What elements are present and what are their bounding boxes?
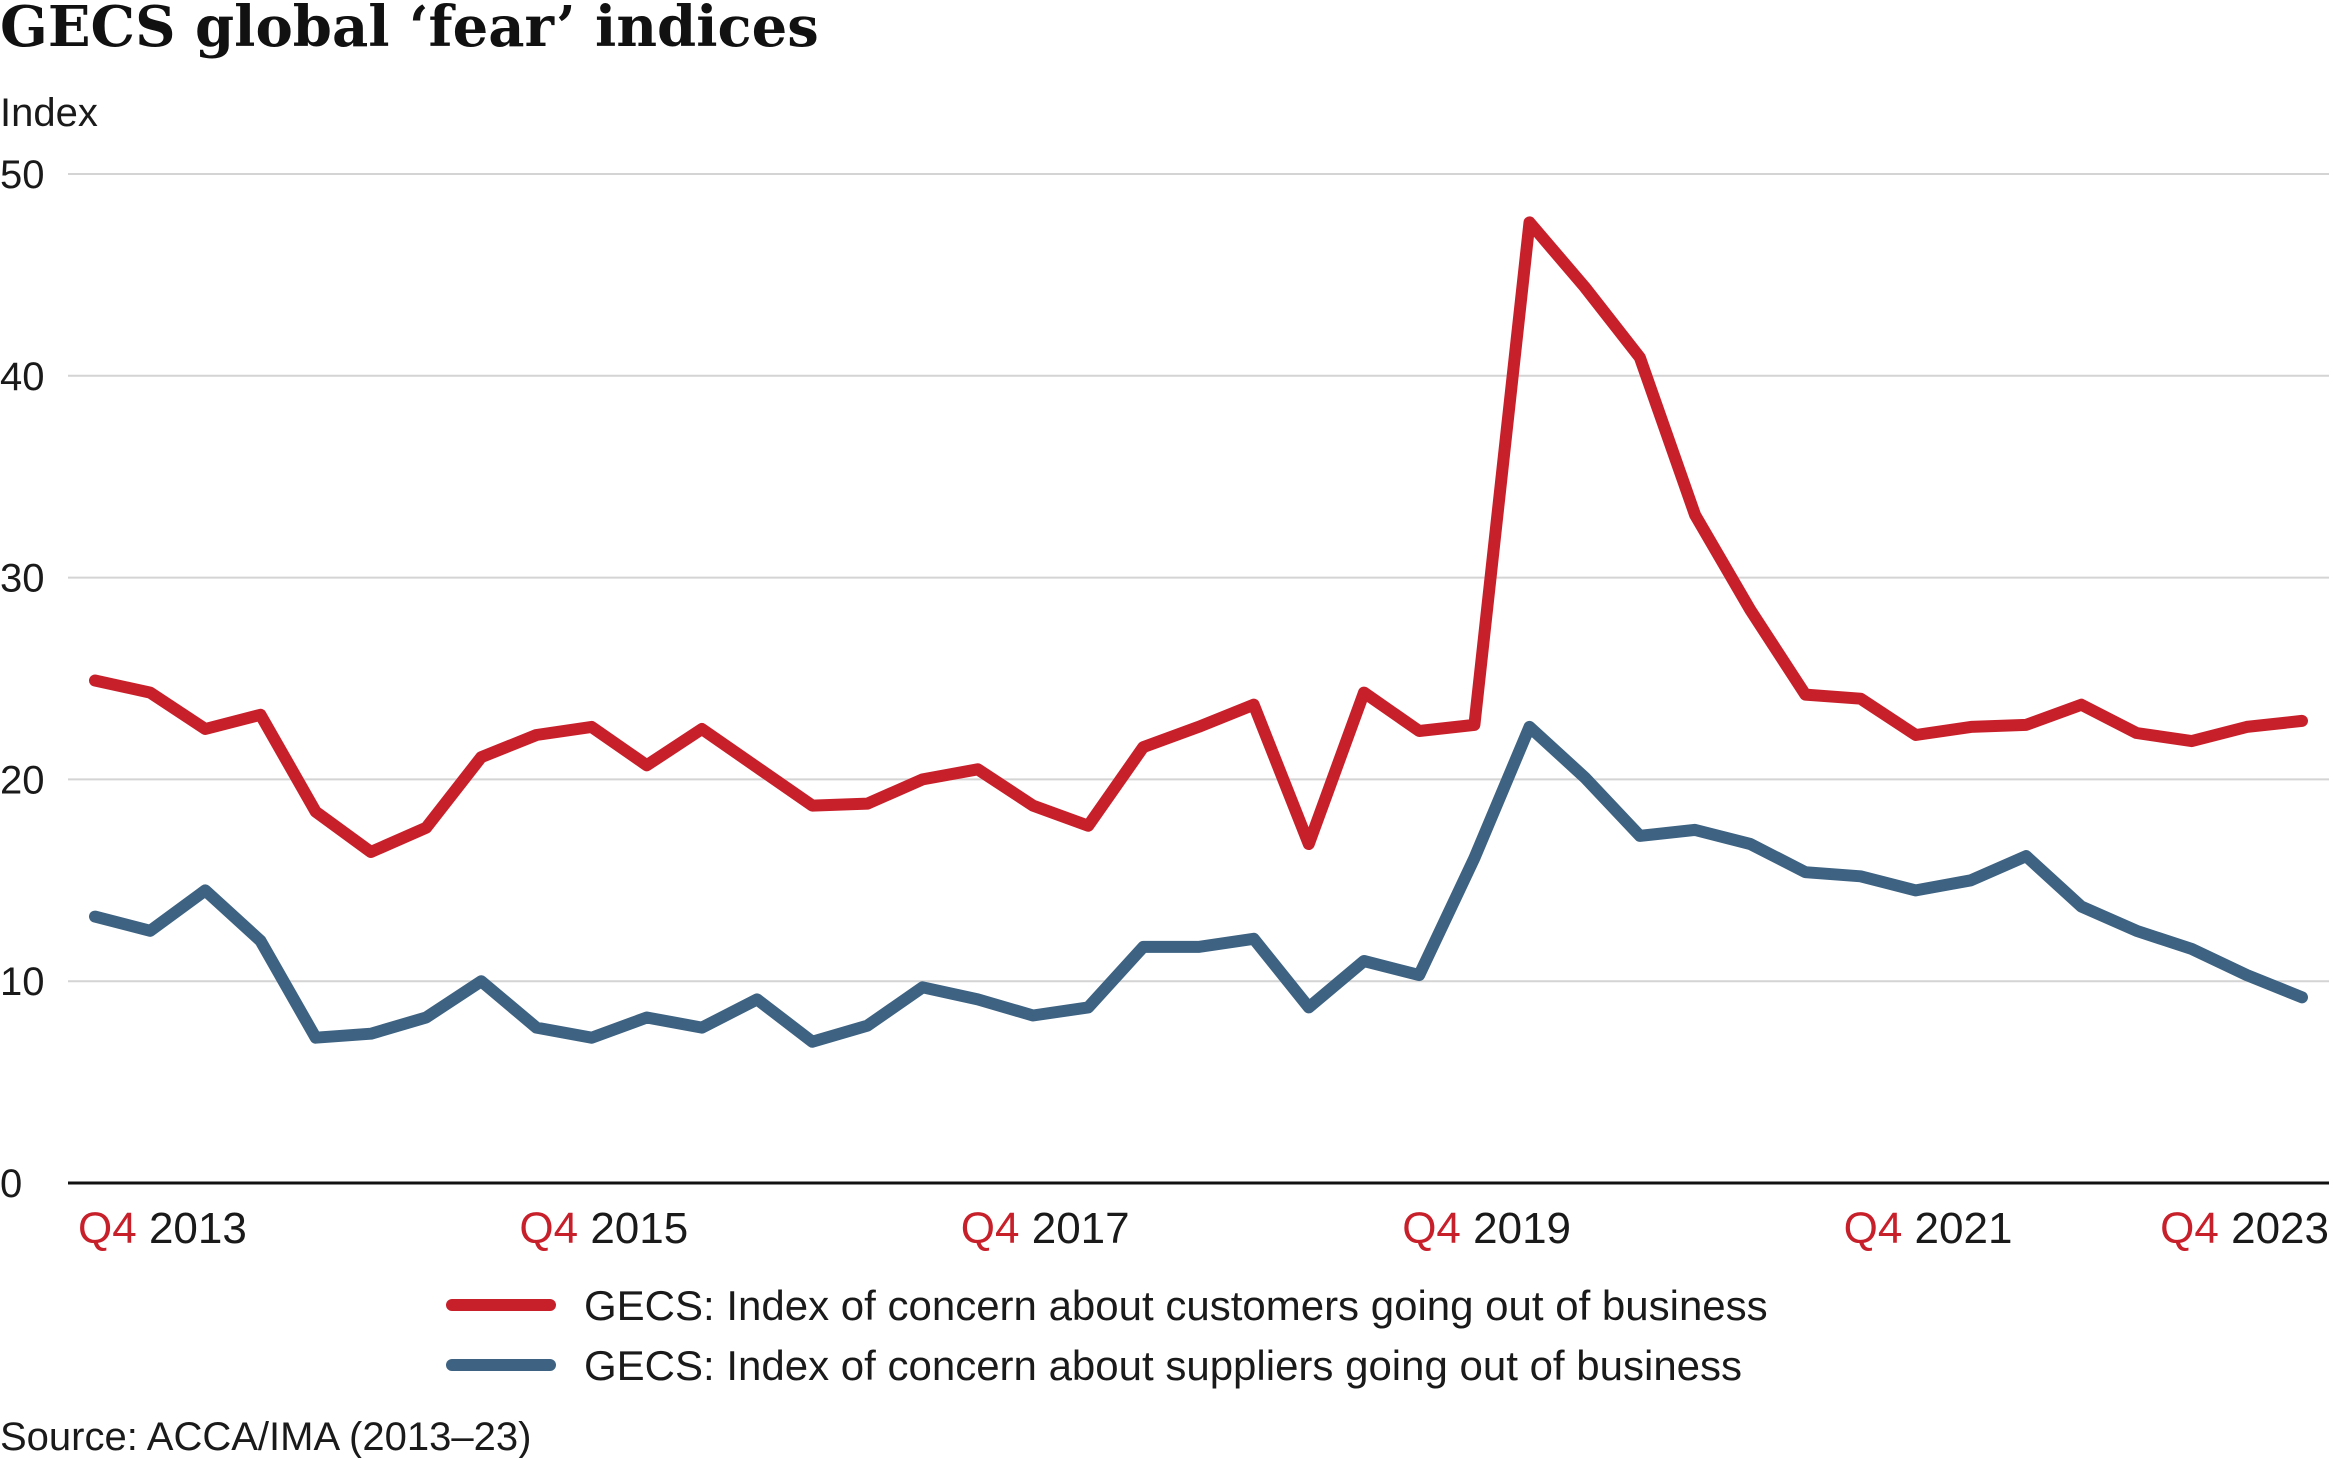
x-tick-year: 2021 (1915, 1204, 2013, 1253)
x-tick-label: Q4 2013 (78, 1204, 247, 1253)
y-tick-label: 30 (0, 557, 45, 601)
legend-label: GECS: Index of concern about customers g… (584, 1282, 1768, 1329)
y-tick-label: 50 (0, 153, 45, 197)
x-tick-labels: Q4 2013 Q4 2015 Q4 2017 Q4 2019 Q4 2021 Q4 20… (78, 1204, 2329, 1253)
series-line-suppliers (89, 720, 2308, 1048)
x-tick-year: 2017 (1032, 1204, 1130, 1253)
x-tick-year: 2013 (149, 1204, 247, 1253)
x-tick-year: 2023 (2231, 1204, 2329, 1253)
x-tick-label: Q4 2017 (961, 1204, 1130, 1253)
x-tick-label: Q4 2019 (1402, 1204, 1571, 1253)
y-axis-label: Index (0, 91, 98, 135)
x-tick-quarter: Q4 (78, 1204, 137, 1253)
x-tick-quarter: Q4 (961, 1204, 1020, 1253)
legend-label: GECS: Index of concern about suppliers g… (584, 1342, 1742, 1389)
source-note: Source: ACCA/IMA (2013–23) (0, 1415, 531, 1458)
y-tick-label: 40 (0, 355, 45, 399)
x-tick-label: Q4 2021 (1844, 1204, 2013, 1253)
x-tick-year: 2015 (590, 1204, 688, 1253)
gridlines (68, 173, 2329, 983)
y-tick-label: 20 (0, 758, 45, 802)
y-tick-label: 0 (0, 1162, 22, 1206)
x-tick-label: Q4 2023 (2160, 1204, 2329, 1253)
chart-title: GECS global ‘fear’ indices (0, 0, 819, 60)
x-tick-quarter: Q4 (519, 1204, 578, 1253)
x-tick-quarter: Q4 (1402, 1204, 1461, 1253)
x-tick-label: Q4 2015 (519, 1204, 688, 1253)
series-lines (89, 216, 2308, 1048)
series-line-customers (89, 216, 2308, 858)
y-tick-labels: 0 10 20 30 40 50 (0, 153, 45, 1206)
x-tick-year: 2019 (1473, 1204, 1571, 1253)
legend: GECS: Index of concern about customers g… (446, 1282, 1768, 1389)
x-tick-quarter: Q4 (1844, 1204, 1903, 1253)
y-tick-label: 10 (0, 960, 45, 1004)
x-tick-quarter: Q4 (2160, 1204, 2219, 1253)
